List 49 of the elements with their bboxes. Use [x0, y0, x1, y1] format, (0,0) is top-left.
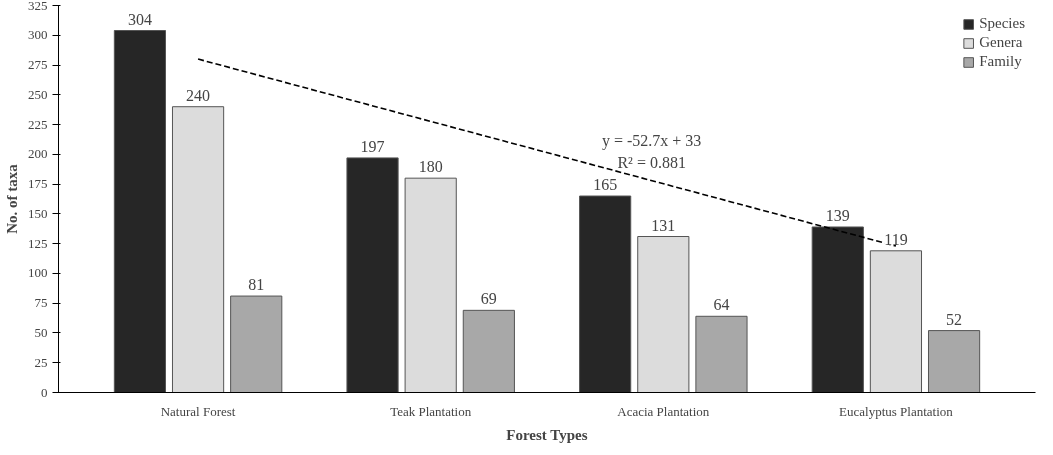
y-tick-label: 50	[34, 324, 48, 340]
bar	[695, 315, 748, 393]
bar	[928, 330, 981, 393]
data-label: 69	[480, 290, 497, 308]
data-label: 180	[418, 158, 443, 176]
y-tick-label: 225	[28, 116, 48, 132]
y-tick-label: 200	[28, 146, 48, 162]
data-label: 52	[946, 310, 963, 328]
data-label: 197	[360, 137, 385, 155]
legend-label: Species	[979, 15, 1025, 32]
y-tick-label: 275	[28, 57, 48, 73]
data-label: 81	[248, 276, 265, 294]
x-tick-label: Eucalyptus Plantation	[839, 403, 954, 419]
data-label: 165	[593, 176, 618, 194]
bar	[579, 195, 632, 393]
y-tick-label: 100	[28, 265, 48, 281]
data-label: 64	[713, 296, 730, 314]
bar	[637, 236, 690, 393]
x-tick-label: Natural Forest	[160, 403, 236, 419]
bar	[171, 106, 225, 393]
annotation: R² = 0.881	[617, 153, 686, 171]
legend-label: Genera	[979, 34, 1023, 51]
y-tick-label: 300	[28, 27, 48, 43]
y-tick-label: 125	[28, 235, 48, 251]
bar	[869, 250, 923, 393]
y-tick-label: 75	[34, 295, 48, 311]
y-axis-title: No. of taxa	[4, 163, 20, 234]
y-tick-label: 250	[28, 86, 48, 102]
bar	[230, 295, 283, 393]
bar	[113, 30, 166, 393]
annotation: y = -52.7x + 33	[601, 131, 702, 150]
x-tick-label: Teak Plantation	[390, 403, 472, 419]
bar	[404, 177, 457, 393]
data-label: 304	[127, 10, 152, 28]
bar	[811, 226, 864, 393]
legend-label: Family	[979, 53, 1022, 70]
bar	[346, 157, 399, 393]
y-tick-label: 25	[34, 354, 48, 370]
x-tick-label: Acacia Plantation	[617, 403, 710, 419]
y-tick-label: 325	[28, 0, 48, 13]
x-axis-title: Forest Types	[506, 426, 588, 443]
data-label: 240	[186, 86, 211, 104]
data-label: 119	[884, 230, 908, 248]
y-tick-label: 0	[41, 384, 48, 400]
y-tick-label: 175	[28, 176, 48, 192]
y-tick-label: 150	[28, 205, 48, 221]
bar	[462, 309, 515, 393]
data-label: 139	[825, 206, 850, 224]
data-label: 131	[651, 216, 676, 234]
